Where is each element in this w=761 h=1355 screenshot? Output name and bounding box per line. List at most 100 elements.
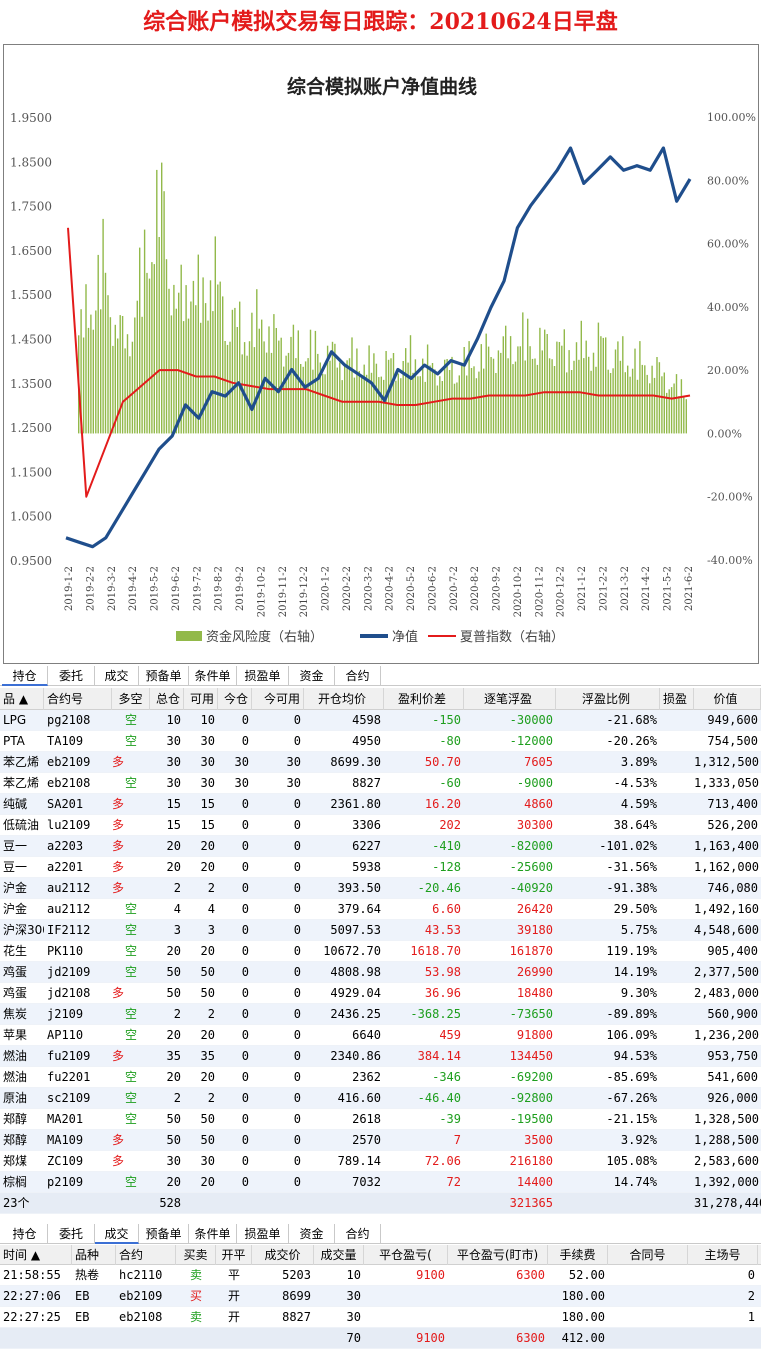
positions-col-header[interactable]: 开仓均价 [304, 688, 384, 710]
positions-col-header[interactable]: 品 ▲ [0, 688, 44, 710]
trades-col-header[interactable]: 平仓盈亏(盯市) [448, 1245, 548, 1265]
trades-row[interactable]: 22:27:25 EB eb2108 卖 开 8827 30 180.00 1 [0, 1307, 761, 1328]
positions-col-header[interactable]: 价值 [694, 688, 761, 710]
positions-row[interactable]: 沪金 au2112 空 4 4 0 0 379.64 6.60 26420 29.50% 1,492,… [0, 899, 761, 920]
tab-3[interactable]: 预备单 [139, 1224, 189, 1244]
x-tick-label: 2019-12-2 [299, 566, 310, 617]
trades-row[interactable]: 21:58:55 热卷 hc2110 卖 平 5203 10 9100 6300 52.00 0 [0, 1265, 761, 1286]
positions-row[interactable]: 沪金 au2112 多 2 2 0 0 393.50 -20.46 -40920 -91.38% 74… [0, 878, 761, 899]
risk-bar [170, 315, 173, 434]
risk-bar [397, 373, 399, 434]
trades-col-header[interactable]: 合约 [116, 1245, 176, 1265]
risk-bar [529, 346, 531, 434]
positions-cell: TA109 [47, 734, 84, 748]
positions-cell: 0 [241, 818, 249, 832]
tab-4[interactable]: 条件单 [189, 666, 237, 686]
positions-col-header[interactable]: 合约号 [44, 688, 112, 710]
positions-col-header[interactable]: 盈利价差 [384, 688, 464, 710]
risk-bar [112, 345, 114, 434]
tab-2[interactable]: 成交 [95, 1224, 139, 1244]
tab-0[interactable]: 持仓 [2, 666, 48, 686]
tab-5[interactable]: 损盈单 [237, 1224, 289, 1244]
positions-row[interactable]: 郑醇 MA201 空 50 50 0 0 2618 -39 -19500 -21.15% 1,328,… [0, 1109, 761, 1130]
risk-bar [548, 358, 551, 434]
risk-bar [104, 272, 107, 434]
risk-bar [302, 366, 304, 434]
positions-cell: 30 [166, 1154, 181, 1168]
trades-col-header[interactable]: 买卖 [176, 1245, 216, 1265]
trades-col-header[interactable]: 成交量 [314, 1245, 364, 1265]
positions-cell [660, 1067, 694, 1088]
positions-cell: 0 [241, 1133, 249, 1147]
positions-row[interactable]: 沪深300IF2112 空 3 3 0 0 5097.53 43.53 39180 5.75% 4,… [0, 920, 761, 941]
positions-cell: 0 [241, 1112, 249, 1126]
tab-7[interactable]: 合约 [335, 1224, 381, 1244]
positions-row[interactable]: 焦炭 j2109 空 2 2 0 0 2436.25 -368.25 -73650 -89.89% 5… [0, 1004, 761, 1025]
risk-bar [185, 285, 187, 434]
positions-row[interactable]: 豆一 a2203 多 20 20 0 0 6227 -410 -82000 -101.02% 1,16… [0, 836, 761, 857]
positions-cell [660, 857, 694, 878]
trades-row[interactable]: 22:27:06 EB eb2109 买 开 8699 30 180.00 2 [0, 1286, 761, 1307]
trades-col-header[interactable]: 合同号 [608, 1245, 688, 1265]
trades-cell: 180.00 [561, 1289, 605, 1303]
trades-col-header[interactable]: 成交价 [252, 1245, 314, 1265]
tab-2[interactable]: 成交 [95, 666, 139, 686]
trades-col-header[interactable]: 时间 ▲ [0, 1245, 72, 1265]
risk-bar [634, 348, 636, 434]
tab-1[interactable]: 委托 [48, 1224, 95, 1244]
positions-row[interactable]: 燃油 fu2109 多 35 35 0 0 2340.86 384.14 134450 94.53%… [0, 1046, 761, 1067]
tab-5[interactable]: 损盈单 [237, 666, 289, 686]
legend-bars-swatch [176, 631, 202, 641]
positions-row[interactable]: 低硫油 lu2109 多 15 15 0 0 3306 202 30300 38.64% 526,20… [0, 815, 761, 836]
positions-col-header[interactable]: 今仓 [218, 688, 252, 710]
positions-row[interactable]: 燃油 fu2201 空 20 20 0 0 2362 -346 -69200 -85.69% 541,… [0, 1067, 761, 1088]
positions-cell: 多 [112, 1133, 125, 1147]
positions-row[interactable]: PTA TA109 空 30 30 0 0 4950 -80 -12000 -20.26% 754,5… [0, 731, 761, 752]
positions-col-header[interactable]: 逐笔浮盈 [464, 688, 556, 710]
positions-row[interactable]: 花生 PK110 空 20 20 0 0 10672.70 1618.70 161870 119.1… [0, 941, 761, 962]
positions-col-header[interactable]: 可用 [184, 688, 218, 710]
positions-cell: 0 [241, 986, 249, 1000]
trades-col-header[interactable]: 手续费 [548, 1245, 608, 1265]
risk-bar [497, 350, 500, 434]
positions-row[interactable]: 苯乙烯 eb2108 空 30 30 30 30 8827 -60 -9000 -4.53% 1,33… [0, 773, 761, 794]
trades-col-header[interactable]: 平仓盈亏( [364, 1245, 448, 1265]
positions-col-header[interactable]: 今可用 [252, 688, 304, 710]
positions-row[interactable]: 棕榈 p2109 空 20 20 0 0 7032 72 14400 14.74% 1,392,000 [0, 1172, 761, 1193]
positions-row[interactable]: 纯碱 SA201 多 15 15 0 0 2361.80 16.20 4860 4.59% 713,4… [0, 794, 761, 815]
positions-row[interactable]: 苯乙烯 eb2109 多 30 30 30 30 8699.30 50.70 7605 3.89% 1… [0, 752, 761, 773]
tab-3[interactable]: 预备单 [139, 666, 189, 686]
positions-cell [660, 1172, 694, 1193]
positions-col-header[interactable]: 损盈 [660, 688, 694, 710]
positions-row[interactable]: 原油 sc2109 空 2 2 0 0 416.60 -46.40 -92800 -67.26% 92… [0, 1088, 761, 1109]
risk-bar [605, 337, 607, 434]
tab-6[interactable]: 资金 [289, 1224, 335, 1244]
tab-7[interactable]: 合约 [335, 666, 381, 686]
risk-bar [385, 351, 387, 434]
trades-col-header[interactable]: 开平 [216, 1245, 252, 1265]
positions-row[interactable]: 苹果 AP110 空 20 20 0 0 6640 459 91800 106.09% 1,236,2… [0, 1025, 761, 1046]
positions-col-header[interactable]: 多空 [112, 688, 150, 710]
positions-row[interactable]: 郑醇 MA109 多 50 50 0 0 2570 7 3500 3.92% 1,288,500 [0, 1130, 761, 1151]
positions-row[interactable]: 鸡蛋 jd2109 空 50 50 0 0 4808.98 53.98 26990 14.19% 2,… [0, 962, 761, 983]
trades-col-header[interactable]: 主场号 [688, 1245, 758, 1265]
risk-bar [558, 342, 561, 434]
positions-cell: jd2109 [47, 965, 91, 979]
x-tick-label: 2020-6-2 [427, 566, 438, 611]
tab-6[interactable]: 资金 [289, 666, 335, 686]
risk-bar [583, 358, 585, 434]
positions-cell: 20 [200, 1175, 215, 1189]
positions-row[interactable]: 鸡蛋 jd2108 多 50 50 0 0 4929.04 36.96 18480 9.30% 2,4… [0, 983, 761, 1004]
tab-1[interactable]: 委托 [48, 666, 95, 686]
positions-col-header[interactable]: 浮盈比例 [556, 688, 660, 710]
x-tick-label: 2020-5-2 [406, 566, 417, 611]
positions-row[interactable]: LPG pg2108 空 10 10 0 0 4598 -150 -30000 -21.68% 949… [0, 710, 761, 731]
positions-col-header[interactable]: 总仓 [150, 688, 184, 710]
tab-4[interactable]: 条件单 [189, 1224, 237, 1244]
positions-row[interactable]: 郑煤 ZC109 多 30 30 0 0 789.14 72.06 216180 105.08% 2,… [0, 1151, 761, 1172]
positions-cell: 20 [200, 1028, 215, 1042]
positions-cell: -4.53% [613, 776, 657, 790]
tab-0[interactable]: 持仓 [2, 1224, 48, 1244]
positions-row[interactable]: 豆一 a2201 多 20 20 0 0 5938 -128 -25600 -31.56% 1,162… [0, 857, 761, 878]
trades-col-header[interactable]: 品种 [72, 1245, 116, 1265]
